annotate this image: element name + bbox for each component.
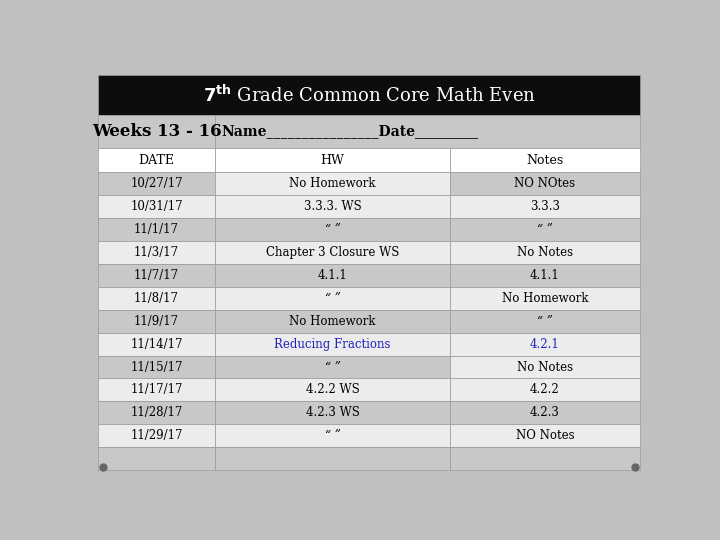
- Text: No Homework: No Homework: [289, 315, 376, 328]
- Bar: [450, 447, 639, 470]
- Text: 3.3.3. WS: 3.3.3. WS: [304, 200, 361, 213]
- Bar: [99, 309, 215, 333]
- Bar: [450, 195, 639, 218]
- Text: Notes: Notes: [526, 153, 564, 166]
- Bar: [215, 287, 450, 309]
- Text: 11/14/17: 11/14/17: [130, 338, 183, 350]
- Bar: [450, 401, 639, 424]
- Text: No Homework: No Homework: [289, 177, 376, 190]
- Bar: [215, 424, 450, 447]
- Text: 11/1/17: 11/1/17: [134, 223, 179, 236]
- Text: 4.1.1: 4.1.1: [530, 269, 559, 282]
- Text: 3.3.3: 3.3.3: [530, 200, 560, 213]
- Bar: [99, 379, 215, 401]
- Bar: [450, 148, 639, 172]
- Text: 11/29/17: 11/29/17: [130, 429, 183, 442]
- Text: No Notes: No Notes: [517, 246, 573, 259]
- Bar: [99, 355, 215, 379]
- Bar: [450, 218, 639, 241]
- Text: NO Notes: NO Notes: [516, 429, 575, 442]
- Bar: [450, 287, 639, 309]
- Text: 11/28/17: 11/28/17: [130, 407, 183, 420]
- Bar: [99, 75, 639, 114]
- Bar: [450, 172, 639, 195]
- Text: DATE: DATE: [138, 153, 174, 166]
- Text: 4.2.2 WS: 4.2.2 WS: [305, 383, 359, 396]
- Text: “ ”: “ ”: [325, 361, 341, 374]
- Bar: [215, 172, 450, 195]
- Text: “ ”: “ ”: [325, 223, 341, 236]
- Bar: [450, 333, 639, 355]
- Bar: [450, 355, 639, 379]
- Text: 4.2.3: 4.2.3: [530, 407, 560, 420]
- Bar: [99, 218, 215, 241]
- Bar: [215, 264, 450, 287]
- Bar: [99, 114, 215, 148]
- Text: Weeks 13 - 16: Weeks 13 - 16: [91, 123, 221, 140]
- Bar: [215, 355, 450, 379]
- Bar: [99, 172, 215, 195]
- Text: 11/15/17: 11/15/17: [130, 361, 183, 374]
- Bar: [450, 379, 639, 401]
- Text: 10/27/17: 10/27/17: [130, 177, 183, 190]
- Text: 11/3/17: 11/3/17: [134, 246, 179, 259]
- Text: 11/8/17: 11/8/17: [134, 292, 179, 305]
- Bar: [99, 241, 215, 264]
- Text: “ ”: “ ”: [537, 223, 553, 236]
- Bar: [215, 401, 450, 424]
- Bar: [215, 333, 450, 355]
- Bar: [450, 424, 639, 447]
- Bar: [99, 424, 215, 447]
- Bar: [215, 218, 450, 241]
- Text: Reducing Fractions: Reducing Fractions: [274, 338, 391, 350]
- Bar: [215, 114, 639, 148]
- Bar: [450, 309, 639, 333]
- Bar: [99, 264, 215, 287]
- Text: 4.1.1: 4.1.1: [318, 269, 347, 282]
- Bar: [99, 195, 215, 218]
- Text: HW: HW: [320, 153, 344, 166]
- Text: 4.2.1: 4.2.1: [530, 338, 559, 350]
- Bar: [99, 287, 215, 309]
- Text: 11/7/17: 11/7/17: [134, 269, 179, 282]
- Bar: [215, 309, 450, 333]
- Text: “ ”: “ ”: [537, 315, 553, 328]
- Text: No Notes: No Notes: [517, 361, 573, 374]
- Bar: [215, 379, 450, 401]
- Text: Chapter 3 Closure WS: Chapter 3 Closure WS: [266, 246, 399, 259]
- Bar: [215, 241, 450, 264]
- Text: No Homework: No Homework: [502, 292, 588, 305]
- Bar: [99, 148, 215, 172]
- Bar: [99, 401, 215, 424]
- Bar: [215, 148, 450, 172]
- Text: 4.2.2: 4.2.2: [530, 383, 559, 396]
- Text: “ ”: “ ”: [325, 292, 341, 305]
- Bar: [99, 447, 215, 470]
- Text: 11/9/17: 11/9/17: [134, 315, 179, 328]
- Bar: [450, 264, 639, 287]
- Bar: [215, 447, 450, 470]
- Bar: [99, 333, 215, 355]
- Bar: [450, 241, 639, 264]
- Text: “ ”: “ ”: [325, 429, 341, 442]
- Text: 4.2.3 WS: 4.2.3 WS: [305, 407, 359, 420]
- Text: 11/17/17: 11/17/17: [130, 383, 183, 396]
- Text: Name________________Date_________: Name________________Date_________: [222, 124, 478, 138]
- Text: $\mathbf{7^{th}}$ Grade Common Core Math Even: $\mathbf{7^{th}}$ Grade Common Core Math…: [202, 84, 536, 105]
- Bar: [215, 195, 450, 218]
- Text: NO NOtes: NO NOtes: [514, 177, 575, 190]
- Text: 10/31/17: 10/31/17: [130, 200, 183, 213]
